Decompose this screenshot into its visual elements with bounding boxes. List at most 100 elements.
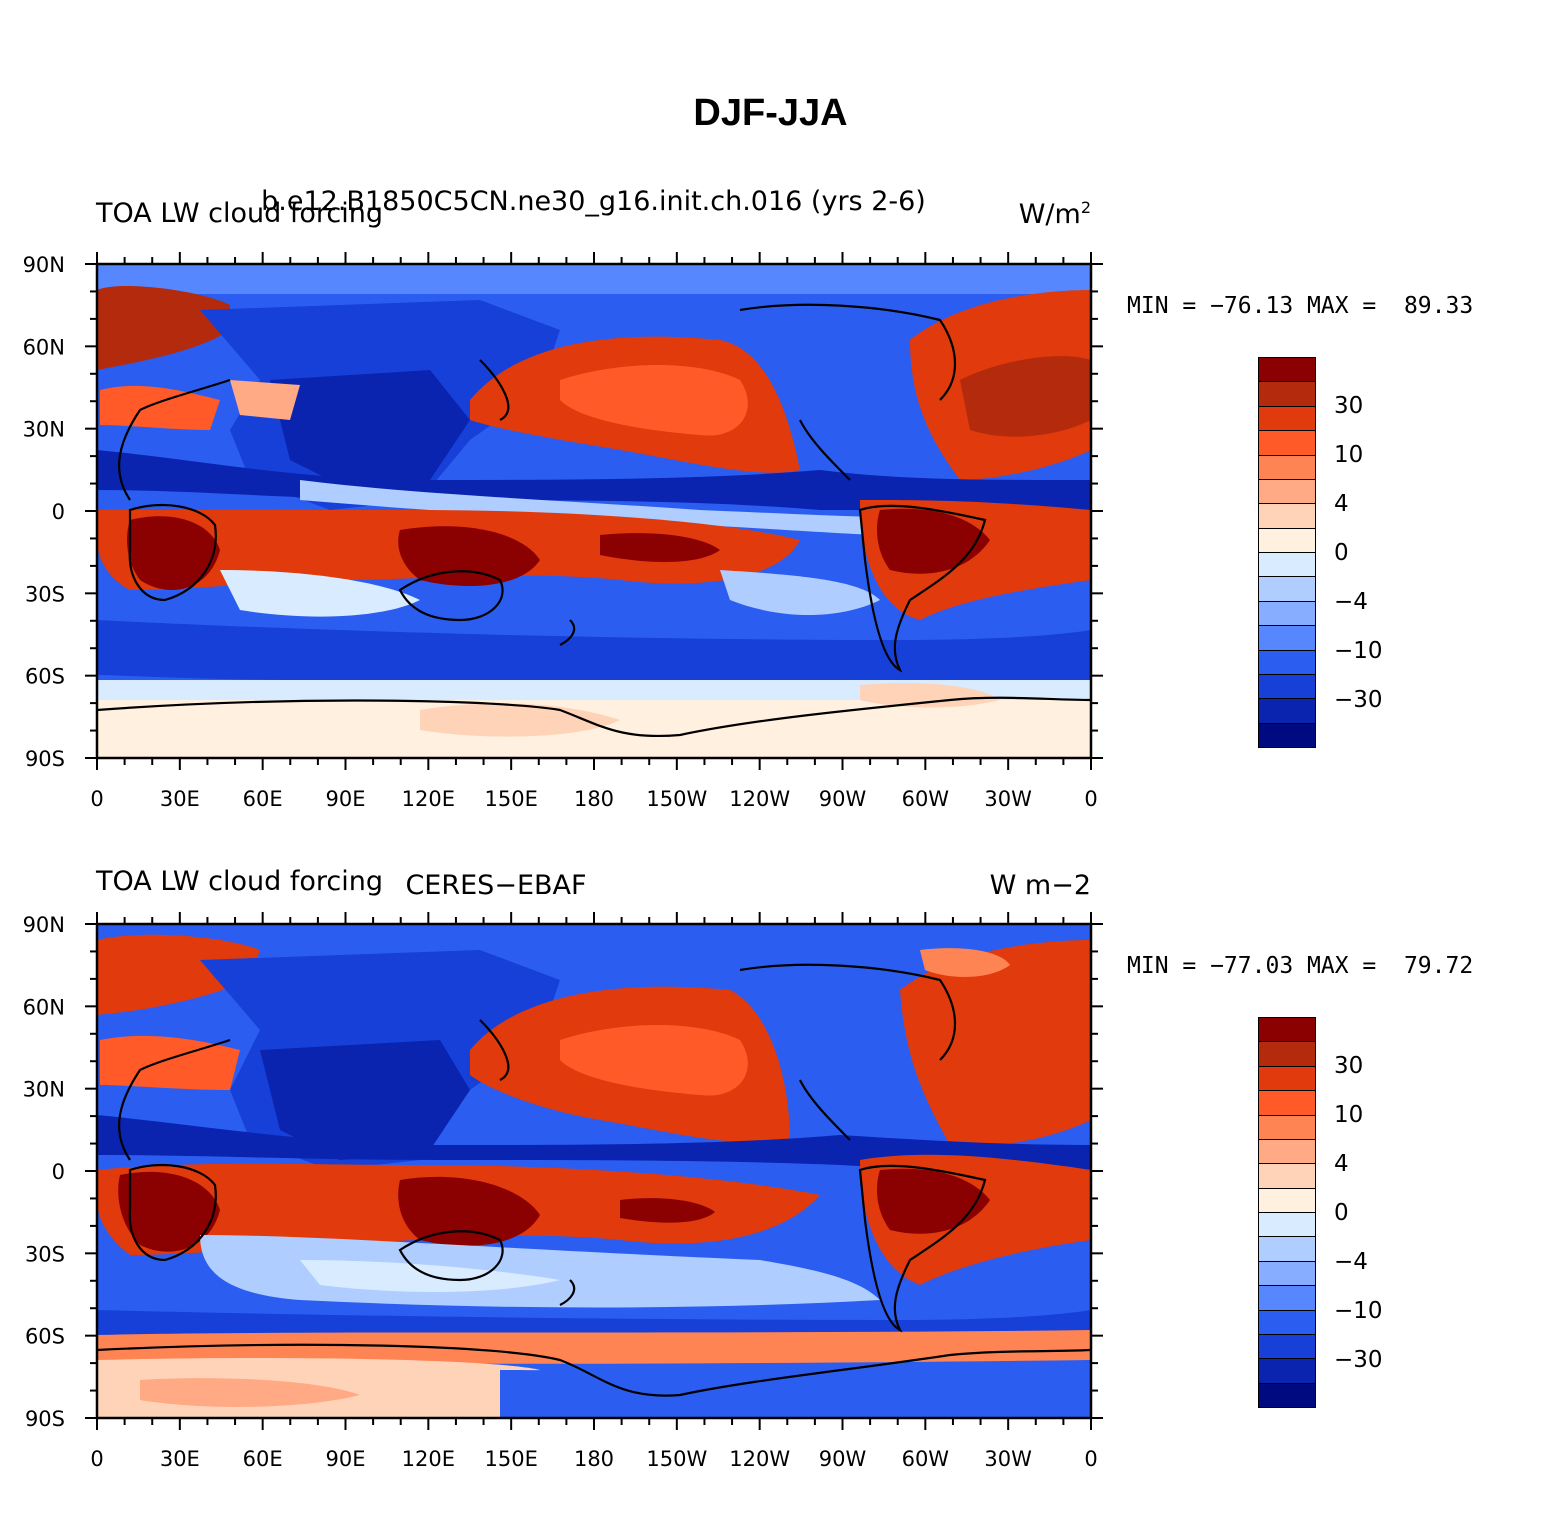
lon-tick-label: 120W [729, 1447, 790, 1471]
lon-tick-label: 60E [243, 787, 283, 811]
colorbar-segment [1259, 1310, 1315, 1335]
colorbar-segment [1259, 1213, 1315, 1238]
colorbar-segment [1259, 699, 1315, 724]
lon-tick-label: 0 [1084, 787, 1097, 811]
lat-tick-label: 90N [23, 253, 65, 277]
panel-units: W/m2 [1018, 198, 1091, 230]
lon-tick-label: 150W [646, 1447, 707, 1471]
lat-axis: 90N 60N 30N 0 30S 60S 90S [23, 913, 1103, 1431]
coastlines [97, 963, 1091, 1397]
lon-tick-label: 30E [160, 1447, 200, 1471]
colorbar-label: 4 [1334, 491, 1349, 517]
lon-tick-label: 90E [326, 1447, 366, 1471]
colorbar-label: 30 [1334, 393, 1364, 419]
map-plot: 90N 60N 30N 0 30S 60S 90S 0 30E 60E 90E 120E 150E 18… [23, 912, 1103, 1471]
lon-tick-label: 30W [984, 1447, 1032, 1471]
colorbar-segment [1259, 1334, 1315, 1360]
colorbar-label: −10 [1334, 638, 1383, 664]
colorbar-label: 10 [1334, 442, 1364, 468]
contour-field [97, 924, 1091, 1418]
min-max-readout: MIN = −77.03 MAX = 79.72 [1127, 953, 1474, 979]
colorbar-segment [1259, 674, 1315, 700]
lon-tick-label: 0 [90, 787, 103, 811]
colorbar-segment [1259, 723, 1315, 747]
colorbar-segment [1259, 1042, 1315, 1067]
lon-tick-label: 0 [90, 1447, 103, 1471]
colorbar-label: 0 [1334, 1200, 1349, 1226]
colorbar-label: 10 [1334, 1102, 1364, 1128]
min-max-readout: MIN = −76.13 MAX = 89.33 [1127, 293, 1474, 319]
map-plot: 90N 60N 30N 0 30S 60S 90S 0 30E 60E 90E 120E 150E 18… [23, 252, 1103, 811]
colorbar-segment [1259, 1261, 1315, 1287]
colorbar-segment [1259, 577, 1315, 602]
lat-tick-label: 30N [23, 1078, 65, 1102]
colorbar-segment [1259, 553, 1315, 578]
colorbar-segment [1259, 406, 1315, 432]
colorbar-segment [1259, 1139, 1315, 1165]
lon-tick-label: 30W [984, 787, 1032, 811]
colorbar-segment [1259, 1359, 1315, 1384]
colorbar-segment [1259, 1018, 1315, 1043]
colorbar-label: 30 [1334, 1053, 1364, 1079]
lat-tick-label: 60S [25, 1325, 65, 1349]
lon-tick-label: 0 [1084, 1447, 1097, 1471]
panel-variable-title: TOA LW cloud forcing [96, 198, 383, 229]
lon-tick-label: 90E [326, 787, 366, 811]
colorbar-segment [1259, 626, 1315, 651]
page-title: DJF-JJA [693, 92, 848, 134]
colorbar-label: 4 [1334, 1151, 1349, 1177]
lat-axis: 90N 60N 30N 0 30S 60S 90S [23, 253, 1103, 771]
colorbar-segment [1259, 504, 1315, 529]
lon-tick-label: 120W [729, 787, 790, 811]
colorbar-segment [1259, 1237, 1315, 1262]
lat-tick-label: 30N [23, 418, 65, 442]
lon-axis: 0 30E 60E 90E 120E 150E 180 150W 120W 90W 60W 30W 0 [90, 912, 1098, 1471]
lon-tick-label: 30E [160, 787, 200, 811]
colorbar-segment [1259, 455, 1315, 480]
colorbar-segment [1259, 1188, 1315, 1213]
lat-tick-label: 0 [52, 1160, 65, 1184]
lon-tick-label: 150E [484, 787, 537, 811]
lat-tick-label: 60S [25, 665, 65, 689]
colorbar [1258, 357, 1316, 748]
coastlines [97, 303, 1091, 738]
lat-tick-label: 30S [25, 582, 65, 606]
colorbar-segment [1259, 1286, 1315, 1311]
lat-tick-label: 90S [25, 1407, 65, 1431]
colorbar-segment [1259, 1091, 1315, 1116]
lon-axis: 0 30E 60E 90E 120E 150E 180 150W 120W 90W 60W 30W 0 [90, 252, 1098, 811]
colorbar-segment [1259, 431, 1315, 456]
lon-tick-label: 120E [402, 1447, 455, 1471]
lon-tick-label: 150W [646, 787, 707, 811]
lon-tick-label: 180 [574, 787, 614, 811]
lon-tick-label: 90W [819, 1447, 867, 1471]
colorbar-segment [1259, 650, 1315, 675]
panel-case-title: CERES−EBAF [405, 870, 587, 901]
lon-tick-label: 120E [402, 787, 455, 811]
colorbar-label: −30 [1334, 1347, 1383, 1373]
colorbar-segment [1259, 601, 1315, 627]
colorbar-label: −10 [1334, 1298, 1383, 1324]
lon-tick-label: 180 [574, 1447, 614, 1471]
colorbar-segment [1259, 1383, 1315, 1407]
model-panel: TOA LW cloud forcing b.e12.B1850C5CN.ne3… [0, 180, 1541, 820]
panel-units: W m−2 [989, 870, 1091, 901]
colorbar-segment [1259, 1164, 1315, 1189]
observation-panel: TOA LW cloud forcing CERES−EBAF W m−2 MI… [0, 840, 1541, 1480]
colorbar-label: −4 [1334, 589, 1368, 615]
colorbar-label: −30 [1334, 687, 1383, 713]
colorbar-segment [1259, 479, 1315, 505]
lon-tick-label: 60W [902, 787, 950, 811]
lon-tick-label: 150E [484, 1447, 537, 1471]
colorbar-segment [1259, 1115, 1315, 1140]
lon-tick-label: 60E [243, 1447, 283, 1471]
lat-tick-label: 60N [23, 995, 65, 1019]
lon-tick-label: 90W [819, 787, 867, 811]
lat-tick-label: 90N [23, 913, 65, 937]
lon-tick-label: 60W [902, 1447, 950, 1471]
colorbar-segment [1259, 382, 1315, 407]
contour-field [97, 264, 1091, 758]
lat-tick-label: 30S [25, 1242, 65, 1266]
colorbar-label: 0 [1334, 540, 1349, 566]
lat-tick-label: 0 [52, 500, 65, 524]
